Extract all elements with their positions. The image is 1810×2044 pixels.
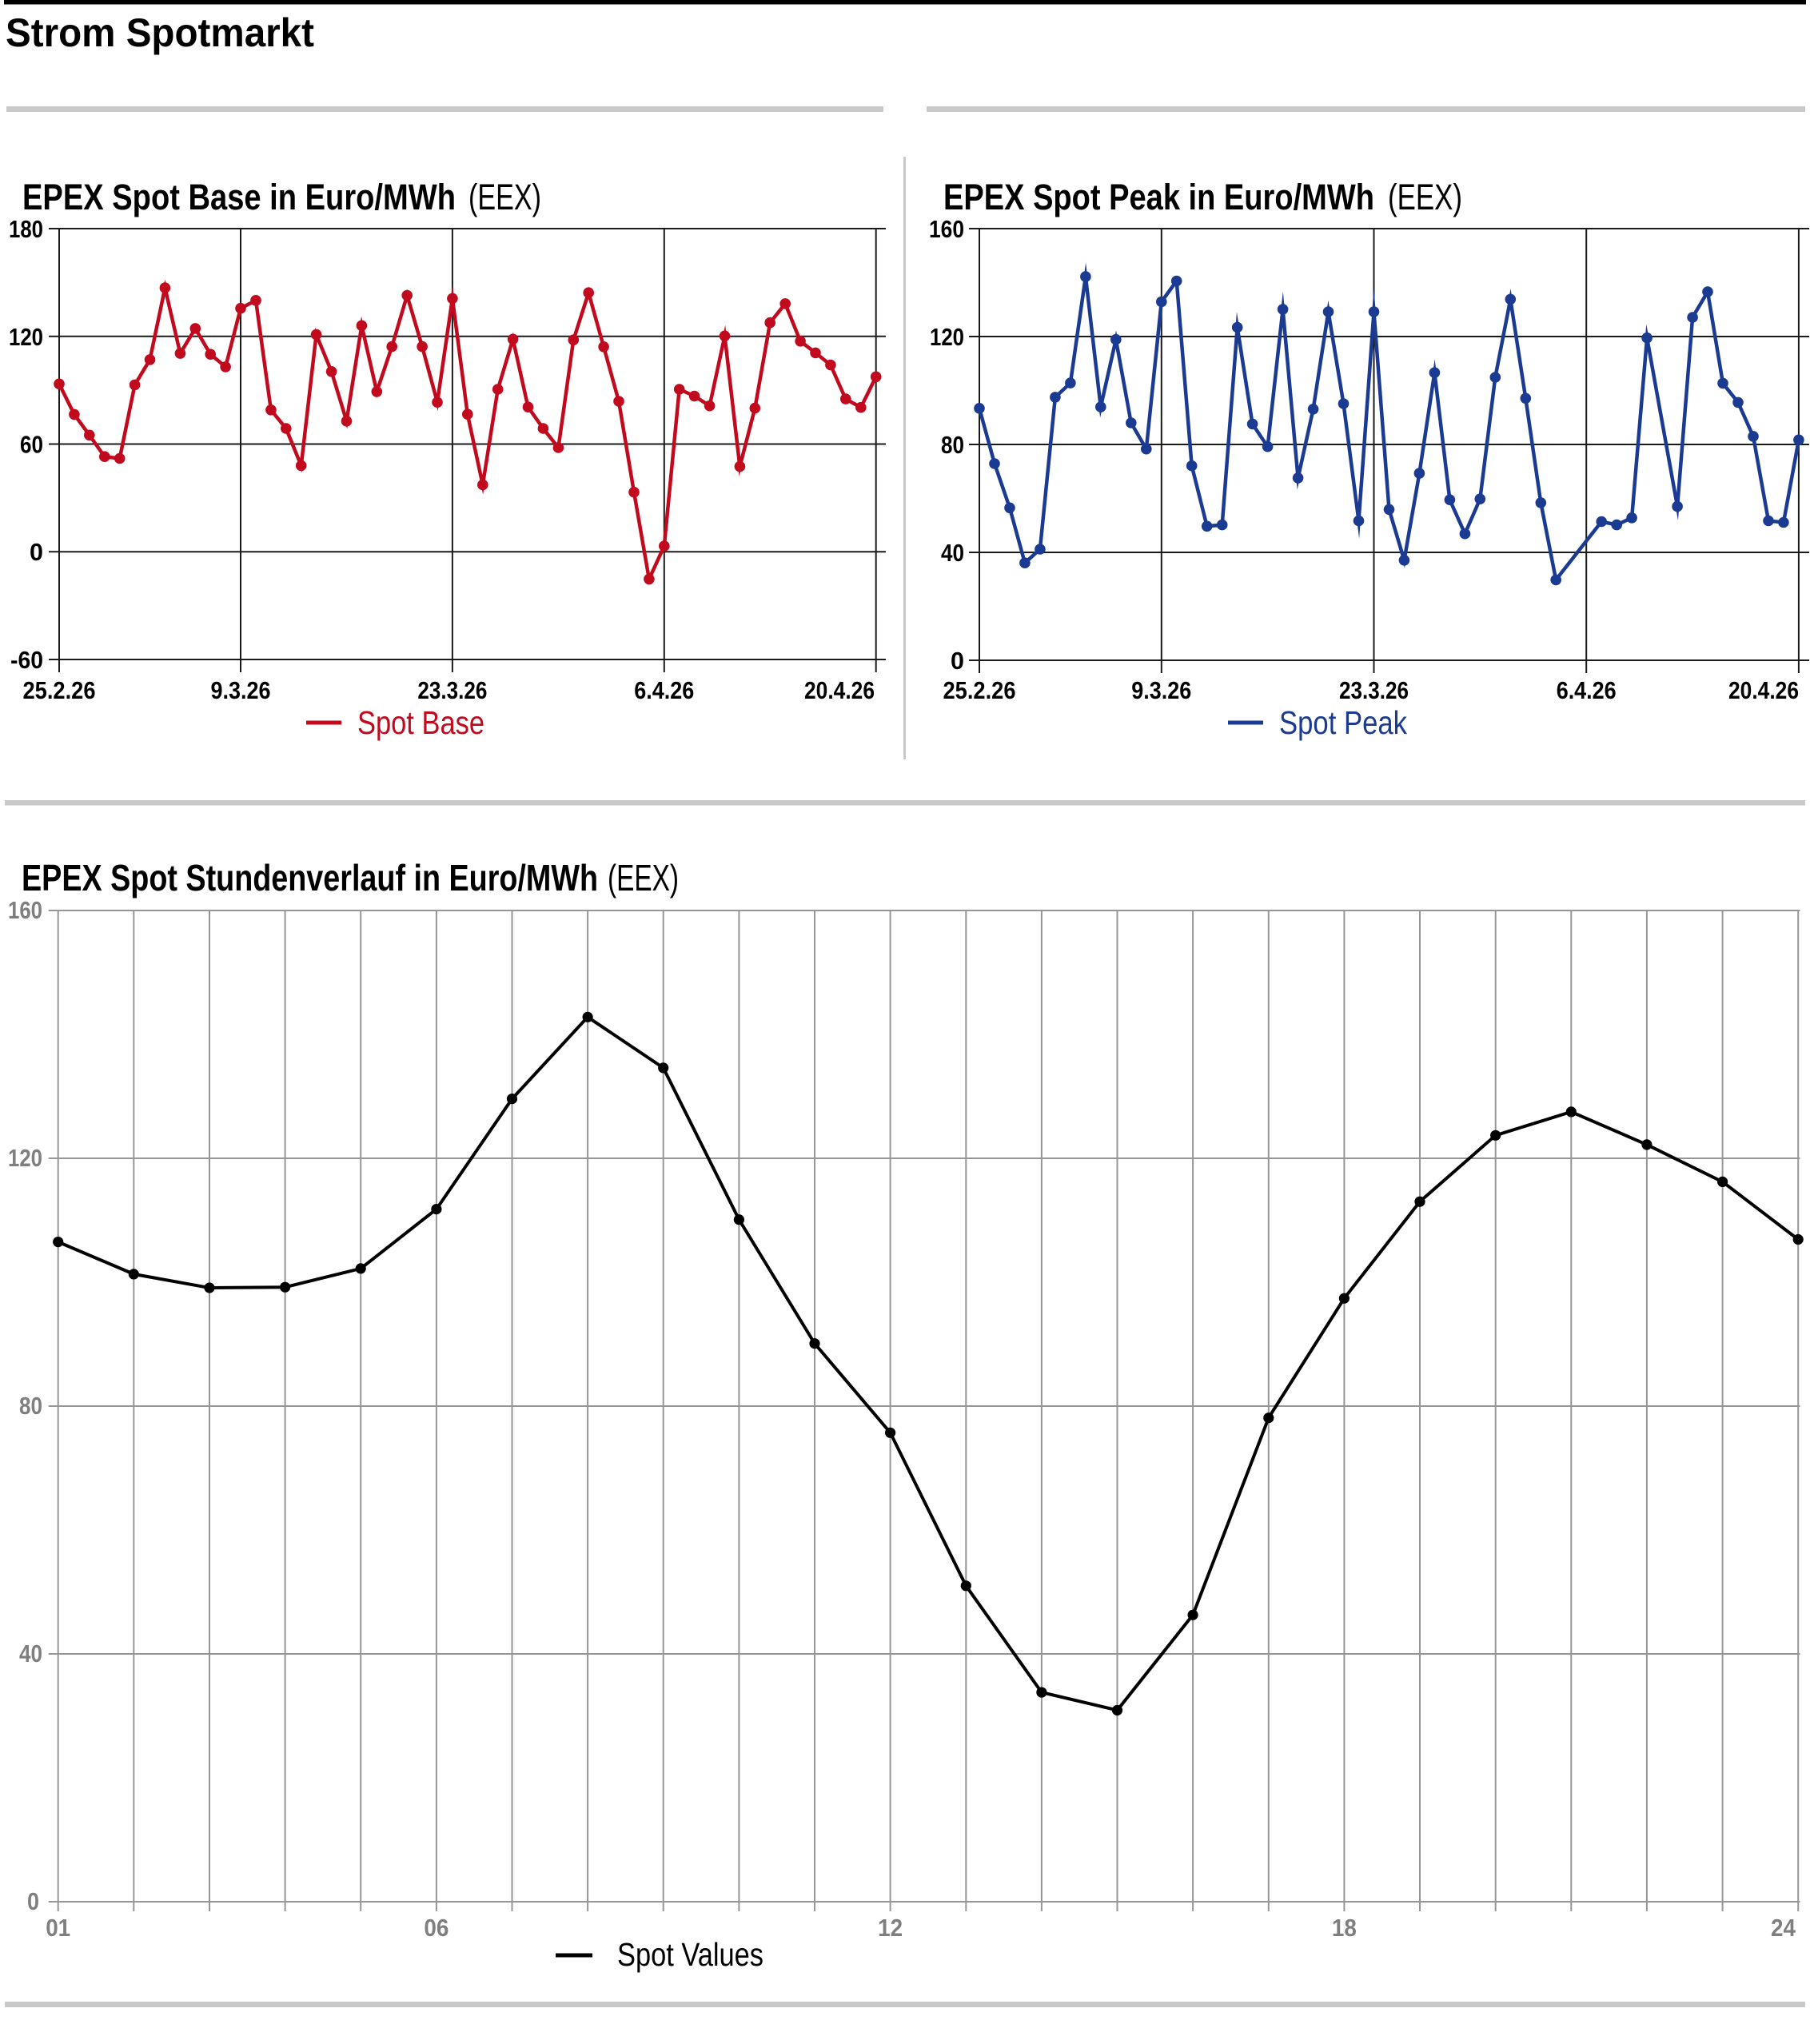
- svg-text:40: 40: [19, 1640, 42, 1667]
- svg-text:23.3.26: 23.3.26: [417, 676, 487, 704]
- svg-text:Spot Values: Spot Values: [617, 1936, 763, 1973]
- svg-text:20.4.26: 20.4.26: [804, 676, 875, 704]
- svg-text:Strom Spotmarkt: Strom Spotmarkt: [6, 10, 314, 55]
- svg-text:20.4.26: 20.4.26: [1728, 676, 1799, 704]
- svg-text:25.2.26: 25.2.26: [943, 676, 1016, 704]
- svg-text:40: 40: [941, 539, 964, 567]
- svg-text:24: 24: [1771, 1914, 1796, 1942]
- svg-text:EPEX Spot Stundenverlauf in Eu: EPEX Spot Stundenverlauf in Euro/MWh: [22, 857, 598, 898]
- svg-text:(EEX): (EEX): [608, 857, 679, 898]
- svg-text:60: 60: [20, 431, 43, 459]
- svg-text:12: 12: [878, 1914, 903, 1942]
- svg-text:160: 160: [8, 896, 42, 924]
- svg-text:80: 80: [941, 431, 964, 459]
- svg-text:6.4.26: 6.4.26: [634, 676, 694, 704]
- svg-text:Spot Peak: Spot Peak: [1279, 704, 1407, 741]
- svg-text:0: 0: [27, 1887, 39, 1915]
- svg-text:(EEX): (EEX): [468, 177, 541, 217]
- svg-text:120: 120: [8, 1144, 42, 1172]
- svg-text:80: 80: [19, 1392, 42, 1420]
- svg-text:0: 0: [951, 647, 964, 675]
- svg-text:06: 06: [424, 1914, 449, 1942]
- svg-text:180: 180: [9, 215, 43, 243]
- svg-text:(EEX): (EEX): [1388, 177, 1462, 217]
- svg-text:-60: -60: [10, 646, 43, 674]
- svg-text:120: 120: [930, 323, 964, 351]
- svg-text:160: 160: [929, 215, 964, 243]
- svg-text:6.4.26: 6.4.26: [1557, 676, 1617, 704]
- svg-text:Spot Base: Spot Base: [357, 704, 484, 741]
- svg-text:25.2.26: 25.2.26: [23, 676, 96, 704]
- svg-text:23.3.26: 23.3.26: [1339, 676, 1409, 704]
- svg-text:18: 18: [1332, 1914, 1357, 1942]
- svg-text:01: 01: [46, 1914, 70, 1942]
- svg-text:EPEX Spot Base in Euro/MWh: EPEX Spot Base in Euro/MWh: [22, 177, 456, 217]
- svg-text:120: 120: [9, 323, 43, 351]
- svg-text:9.3.26: 9.3.26: [211, 676, 271, 704]
- svg-text:0: 0: [30, 538, 43, 566]
- svg-text:EPEX Spot Peak in Euro/MWh: EPEX Spot Peak in Euro/MWh: [943, 177, 1374, 217]
- svg-text:9.3.26: 9.3.26: [1131, 676, 1191, 704]
